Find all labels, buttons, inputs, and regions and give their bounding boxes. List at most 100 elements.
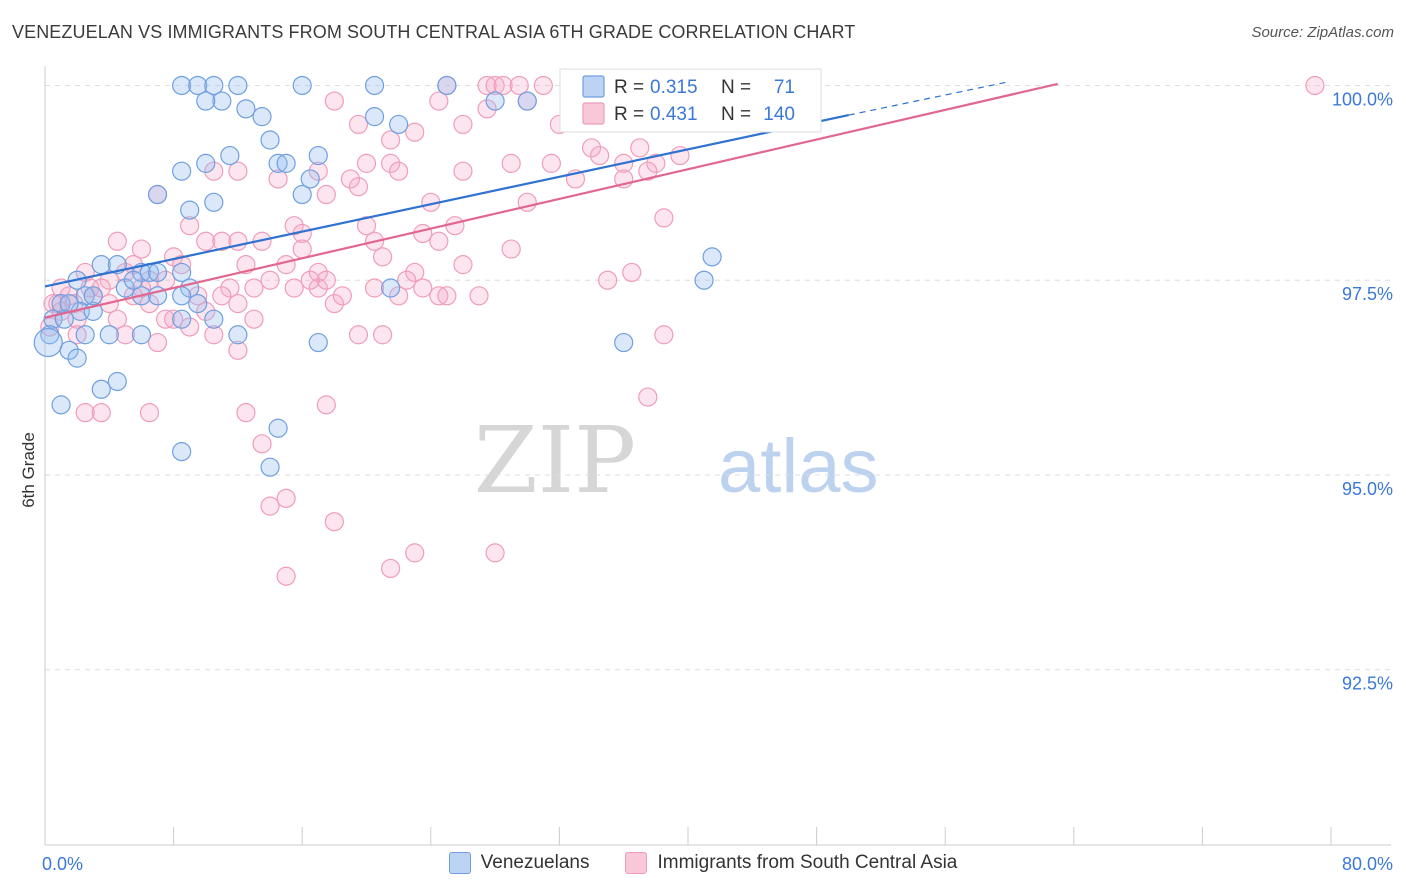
point-venezuelans-54 bbox=[107, 371, 127, 392]
point-south-central-asia-63 bbox=[405, 262, 425, 283]
point-venezuelans-8 bbox=[196, 91, 216, 111]
point-south-central-asia-2 bbox=[485, 75, 505, 96]
point-south-central-asia-31 bbox=[340, 169, 361, 189]
point-south-central-asia-28 bbox=[204, 161, 224, 181]
point-venezuelans-7 bbox=[212, 91, 232, 111]
stats-n-label-venezuelans: N = bbox=[721, 77, 751, 98]
point-south-central-asia-62 bbox=[372, 247, 393, 267]
point-south-central-asia-120 bbox=[91, 278, 111, 298]
point-south-central-asia-13 bbox=[477, 99, 497, 119]
watermark-zip: ZIP bbox=[474, 407, 636, 514]
point-venezuelans-32 bbox=[115, 278, 135, 298]
point-venezuelans-61 bbox=[614, 332, 634, 353]
point-venezuelans-63 bbox=[702, 247, 722, 267]
y-tick-label-0: 92.5% bbox=[1342, 674, 1393, 694]
point-south-central-asia-48 bbox=[212, 231, 232, 251]
point-venezuelans-66 bbox=[389, 114, 409, 135]
point-south-central-asia-37 bbox=[348, 177, 369, 197]
point-venezuelans-57 bbox=[172, 442, 192, 462]
point-south-central-asia-139 bbox=[131, 239, 152, 259]
stats-legend: R = 0.315 N = 71 R = 0.431 N = 140 bbox=[559, 68, 822, 133]
x-tick-label-0: 0.0% bbox=[42, 854, 83, 874]
trend-line-venezuelans bbox=[44, 114, 849, 288]
point-south-central-asia-27 bbox=[646, 153, 666, 173]
point-venezuelans-0 bbox=[172, 75, 192, 96]
point-venezuelans-16 bbox=[268, 153, 288, 173]
y-tick-label-3: 100.0% bbox=[1332, 89, 1393, 109]
point-south-central-asia-21 bbox=[630, 138, 650, 158]
point-south-central-asia-1 bbox=[477, 75, 497, 96]
point-south-central-asia-36 bbox=[316, 184, 336, 205]
point-south-central-asia-3 bbox=[493, 75, 513, 96]
point-south-central-asia-54 bbox=[501, 239, 521, 259]
point-south-central-asia-80 bbox=[429, 286, 449, 306]
stats-n-value-venezuelans: 71 bbox=[774, 77, 795, 98]
point-south-central-asia-98 bbox=[115, 325, 135, 345]
point-venezuelans-37 bbox=[172, 286, 192, 306]
point-venezuelans-15 bbox=[308, 145, 328, 166]
point-south-central-asia-24 bbox=[381, 153, 401, 173]
point-south-central-asia-128 bbox=[437, 286, 457, 306]
legend-label-south-central-asia: Immigrants from South Central Asia bbox=[657, 852, 958, 873]
point-south-central-asia-114 bbox=[324, 512, 344, 532]
point-south-central-asia-19 bbox=[381, 130, 401, 150]
stats-r-label-venezuelans: R = bbox=[614, 77, 644, 98]
point-south-central-asia-64 bbox=[453, 255, 473, 275]
point-venezuelans-10 bbox=[485, 91, 505, 111]
trend-line-south-central-asia bbox=[44, 82, 1058, 319]
point-venezuelans-47 bbox=[131, 325, 152, 345]
point-south-central-asia-109 bbox=[236, 403, 256, 423]
point-venezuelans-22 bbox=[204, 192, 224, 212]
point-venezuelans-29 bbox=[147, 262, 168, 283]
point-south-central-asia-23 bbox=[356, 153, 377, 173]
trend-line-venezuelans-extension bbox=[848, 80, 1010, 116]
point-south-central-asia-104 bbox=[654, 325, 674, 345]
point-venezuelans-25 bbox=[91, 255, 111, 275]
chart-title: VENEZUELAN VS IMMIGRANTS FROM SOUTH CENT… bbox=[12, 22, 856, 42]
point-venezuelans-2 bbox=[204, 75, 224, 96]
point-south-central-asia-112 bbox=[260, 496, 280, 516]
point-south-central-asia-113 bbox=[276, 488, 296, 508]
watermark: ZIP atlas bbox=[474, 407, 879, 514]
point-south-central-asia-11 bbox=[324, 91, 344, 111]
x-tick-label-1: 80.0% bbox=[1342, 854, 1393, 874]
point-south-central-asia-12 bbox=[429, 91, 449, 111]
point-venezuelans-53 bbox=[308, 332, 328, 353]
point-south-central-asia-123 bbox=[196, 301, 216, 321]
point-south-central-asia-79 bbox=[413, 278, 433, 298]
point-south-central-asia-122 bbox=[164, 309, 184, 329]
point-south-central-asia-29 bbox=[228, 161, 248, 181]
point-south-central-asia-53 bbox=[429, 231, 449, 251]
point-venezuelans-20 bbox=[300, 169, 320, 189]
point-south-central-asia-75 bbox=[308, 278, 328, 298]
point-south-central-asia-127 bbox=[389, 286, 409, 306]
point-south-central-asia-76 bbox=[316, 270, 336, 290]
point-south-central-asia-116 bbox=[381, 558, 401, 579]
point-south-central-asia-103 bbox=[228, 340, 248, 360]
point-south-central-asia-111 bbox=[252, 434, 272, 454]
point-venezuelans-3 bbox=[228, 75, 248, 96]
point-south-central-asia-47 bbox=[196, 231, 216, 251]
point-south-central-asia-110 bbox=[316, 395, 336, 415]
point-south-central-asia-58 bbox=[172, 255, 192, 275]
point-south-central-asia-95 bbox=[180, 317, 200, 337]
point-venezuelans-1 bbox=[188, 75, 208, 96]
point-south-central-asia-61 bbox=[308, 262, 328, 283]
point-south-central-asia-89 bbox=[324, 293, 344, 314]
legend-swatch-venezuelans bbox=[448, 852, 471, 874]
point-south-central-asia-129 bbox=[469, 286, 489, 306]
point-south-central-asia-78 bbox=[397, 270, 417, 290]
point-south-central-asia-71 bbox=[220, 278, 240, 298]
point-south-central-asia-32 bbox=[389, 161, 409, 181]
point-south-central-asia-115 bbox=[405, 543, 425, 563]
point-south-central-asia-88 bbox=[228, 293, 248, 314]
point-venezuelans-13 bbox=[260, 130, 280, 150]
point-venezuelans-70 bbox=[188, 293, 208, 314]
grid-lines bbox=[45, 84, 1391, 671]
point-south-central-asia-73 bbox=[260, 270, 280, 290]
point-venezuelans-67 bbox=[33, 327, 63, 358]
point-south-central-asia-134 bbox=[638, 161, 658, 181]
legend-item-venezuelans[interactable]: Venezuelans bbox=[448, 852, 589, 874]
legend-item-south-central-asia[interactable]: Immigrants from South Central Asia bbox=[625, 852, 957, 874]
